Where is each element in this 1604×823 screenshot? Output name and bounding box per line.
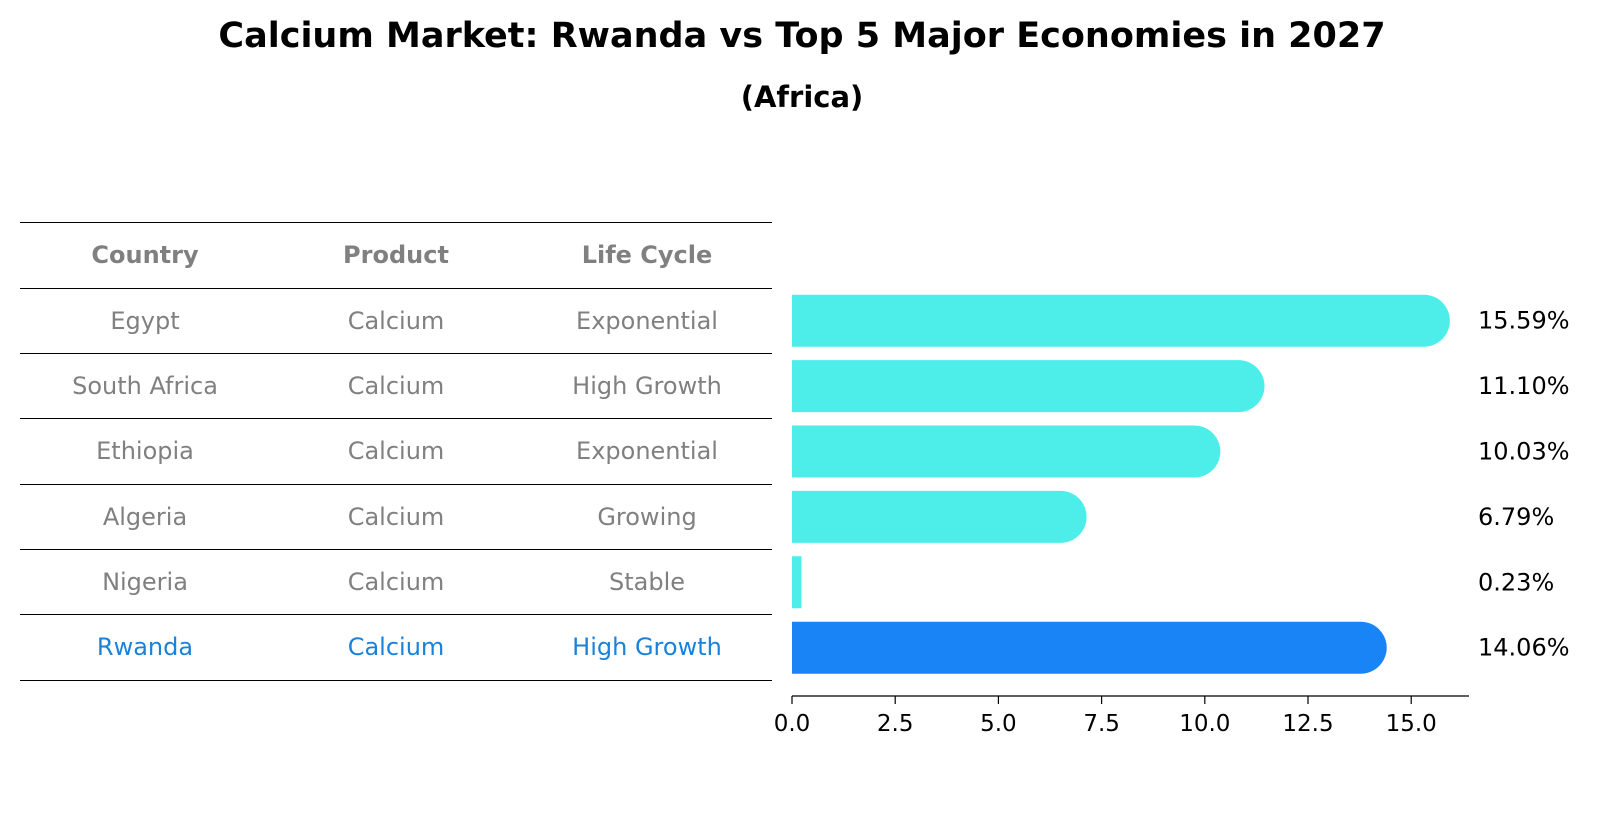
x-tick-label: 7.5 [1083, 711, 1120, 737]
cell-country: Nigeria [102, 568, 188, 596]
x-tick-label: 10.0 [1179, 711, 1230, 737]
table-header-row: Country Product Life Cycle [20, 222, 772, 288]
chart-subtitle: (Africa) [740, 80, 864, 114]
cell-life-cycle: High Growth [572, 372, 722, 400]
bar [792, 490, 1087, 543]
cell-country: Ethiopia [96, 437, 194, 465]
table-rule [20, 353, 772, 354]
x-tick-label: 12.5 [1282, 711, 1333, 737]
table-rule [20, 614, 772, 615]
bar-highlight [792, 621, 1387, 674]
x-tick-label: 0.0 [774, 711, 811, 737]
header-product: Product [343, 241, 449, 269]
table-rule [20, 288, 772, 289]
table-rule [20, 484, 772, 485]
cell-product: Calcium [347, 633, 445, 661]
cell-product: Calcium [347, 437, 445, 465]
cell-product: Calcium [347, 503, 445, 531]
cell-life-cycle: High Growth [572, 633, 722, 661]
cell-product: Calcium [347, 372, 445, 400]
x-tick-label: 2.5 [877, 711, 914, 737]
bar [792, 425, 1221, 478]
cell-country: Rwanda [96, 633, 194, 661]
cell-life-cycle: Stable [608, 568, 686, 596]
cell-life-cycle: Exponential [576, 437, 718, 465]
x-tick-label: 5.0 [980, 711, 1017, 737]
table-rule [20, 222, 772, 223]
header-country: Country [91, 241, 199, 269]
cell-life-cycle: Exponential [576, 307, 718, 335]
bar-value-label: 15.59% [1478, 307, 1570, 335]
cell-country: Egypt [110, 307, 180, 335]
bar-value-label: 10.03% [1478, 438, 1570, 466]
table-rule [20, 418, 772, 419]
table-rule [20, 680, 772, 681]
bar [792, 294, 1450, 347]
cell-product: Calcium [347, 568, 445, 596]
table-row: Algeria Calcium Growing [20, 484, 772, 550]
header-life-cycle: Life Cycle [581, 241, 713, 269]
bar [792, 360, 1265, 413]
bar-value-label: 0.23% [1478, 568, 1554, 596]
cell-product: Calcium [347, 307, 445, 335]
table-row: Egypt Calcium Exponential [20, 288, 772, 354]
cell-life-cycle: Growing [597, 503, 697, 531]
cell-country: Algeria [102, 503, 188, 531]
table-row: Ethiopia Calcium Exponential [20, 418, 772, 484]
bar-value-label: 14.06% [1478, 634, 1570, 662]
table-rule [20, 549, 772, 550]
table-row: Nigeria Calcium Stable [20, 549, 772, 615]
bar-value-label: 6.79% [1478, 503, 1554, 531]
bar [792, 556, 802, 609]
chart-title: Calcium Market: Rwanda vs Top 5 Major Ec… [218, 16, 1386, 56]
cell-country: South Africa [72, 372, 218, 400]
table-row: South Africa Calcium High Growth [20, 353, 772, 419]
bar-value-label: 11.10% [1478, 372, 1570, 400]
table-row-highlight: Rwanda Calcium High Growth [20, 614, 772, 680]
x-tick-label: 15.0 [1386, 711, 1437, 737]
